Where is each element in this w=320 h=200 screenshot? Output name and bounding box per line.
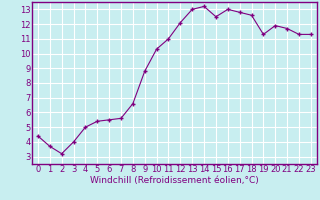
X-axis label: Windchill (Refroidissement éolien,°C): Windchill (Refroidissement éolien,°C) [90,176,259,185]
